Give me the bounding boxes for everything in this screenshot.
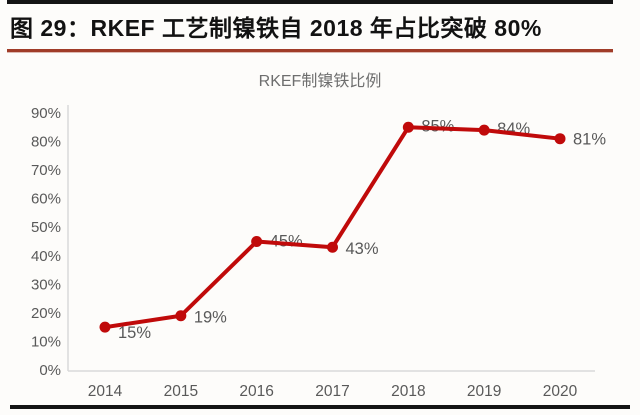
y-tick-label: 10% bbox=[31, 333, 61, 350]
data-point-marker bbox=[251, 236, 263, 247]
data-point-marker bbox=[99, 321, 111, 333]
data-point-marker bbox=[327, 241, 338, 253]
line-chart: 0% 10% 20% 30% 40% 50% 60% 70% 80% 90% 2014 2015 201… bbox=[31, 105, 606, 400]
caption-divider bbox=[7, 49, 613, 52]
chart-title: RKEF制镍铁比例 bbox=[258, 73, 382, 90]
x-tick-label: 2019 bbox=[467, 383, 501, 400]
figure-caption: 图 29：RKEF 工艺制镍铁自 2018 年占比突破 80% bbox=[10, 15, 542, 41]
y-tick-label: 50% bbox=[31, 219, 61, 236]
y-tick-label: 60% bbox=[31, 191, 61, 208]
data-point-marker bbox=[478, 124, 490, 136]
data-label: 15% bbox=[118, 324, 151, 342]
data-label: 19% bbox=[194, 309, 227, 327]
bottom-border bbox=[10, 405, 630, 409]
x-tick-label: 2015 bbox=[164, 383, 198, 400]
y-tick-label: 90% bbox=[31, 105, 61, 122]
y-tick-label: 70% bbox=[31, 162, 61, 179]
x-tick-label: 2020 bbox=[543, 383, 578, 400]
y-tick-label: 30% bbox=[31, 276, 61, 293]
series-line bbox=[103, 125, 562, 330]
x-tick-label: 2017 bbox=[315, 383, 349, 400]
y-tick-label: 0% bbox=[39, 362, 61, 379]
data-label: 43% bbox=[346, 240, 379, 258]
y-tick-label: 80% bbox=[31, 134, 61, 151]
top-border bbox=[7, 0, 613, 4]
y-tick-label: 40% bbox=[31, 248, 61, 265]
x-tick-label: 2018 bbox=[391, 383, 425, 400]
data-label: 81% bbox=[573, 131, 606, 149]
data-label: 85% bbox=[421, 117, 454, 135]
data-point-marker bbox=[175, 310, 187, 322]
y-tick-label: 20% bbox=[31, 305, 61, 322]
x-tick-label: 2016 bbox=[239, 383, 273, 400]
x-tick-label: 2014 bbox=[88, 383, 123, 400]
data-point-marker bbox=[402, 121, 414, 133]
data-point-marker bbox=[554, 133, 566, 145]
